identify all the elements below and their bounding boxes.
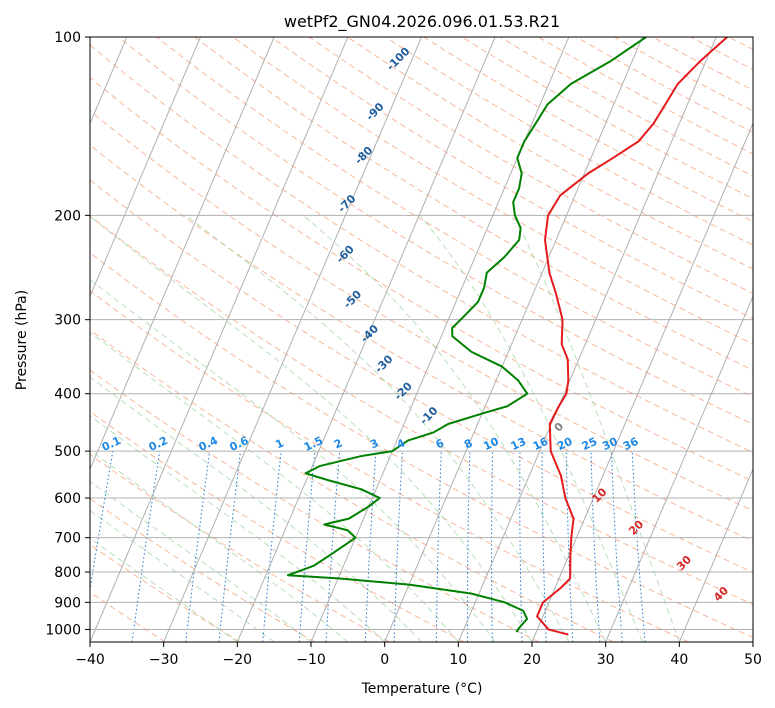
isotherm	[678, 467, 753, 642]
mixing-ratio-label: 20	[555, 435, 575, 453]
dry-adiabat	[90, 110, 753, 512]
dry-adiabat	[90, 453, 390, 642]
mixing-ratio-line	[185, 451, 211, 642]
dry-adiabat	[90, 44, 753, 453]
temperature-profile	[536, 37, 728, 636]
dry-adiabat	[90, 369, 540, 642]
dry-adiabat	[90, 144, 753, 542]
dewpoint-profile	[286, 37, 647, 633]
y-tick-label: 100	[54, 30, 81, 46]
x-tick-label: 40	[670, 652, 688, 668]
mixing-ratio-line	[262, 451, 282, 642]
x-tick-label: 20	[523, 652, 541, 668]
mixing-ratio-label: 25	[580, 435, 599, 453]
mixing-ratio-line	[298, 451, 316, 642]
mixing-ratio-label: 13	[509, 435, 528, 453]
dry-adiabat	[90, 498, 315, 642]
dry-adiabat	[90, 179, 753, 573]
mixing-ratio-line	[90, 451, 114, 593]
dry-adiabat	[90, 76, 753, 482]
isotherm	[90, 37, 275, 471]
x-axis-label: Temperature (°C)	[361, 681, 483, 697]
dry-adiabat	[194, 37, 753, 371]
moist-adiabat	[90, 481, 312, 642]
y-tick-label: 500	[54, 444, 81, 460]
y-tick-label: 1000	[45, 622, 81, 638]
mixing-ratio-line	[218, 451, 242, 642]
dry-adiabat	[90, 215, 753, 606]
y-tick-label: 200	[54, 208, 81, 224]
mixing-ratio-label: 36	[621, 435, 641, 453]
moist-adiabat	[90, 376, 422, 642]
x-tick-label: −10	[296, 652, 326, 668]
isotherm	[90, 37, 349, 642]
moist-adiabat	[419, 215, 643, 642]
isotherm	[384, 37, 643, 642]
x-tick-label: 30	[597, 652, 615, 668]
moist-adiabat	[513, 215, 680, 642]
x-tick-label: 10	[449, 652, 467, 668]
y-tick-label: 600	[54, 491, 81, 507]
moist-adiabat	[90, 510, 275, 642]
y-tick-label: 800	[54, 565, 81, 581]
chart-title: wetPf2_GN04.2026.096.01.53.R21	[284, 12, 560, 32]
plot-frame	[89, 36, 754, 643]
dry-adiabat	[232, 37, 753, 345]
dry-adiabat	[90, 252, 753, 639]
x-tick-label: −30	[149, 652, 179, 668]
x-tick-label: −20	[223, 652, 253, 668]
y-tick-label: 300	[54, 313, 81, 329]
y-tick-label: 400	[54, 387, 81, 403]
isotherm	[163, 37, 422, 642]
dry-adiabat	[90, 329, 614, 642]
mixing-ratio-label: 16	[531, 435, 551, 453]
moist-adiabat	[90, 415, 386, 642]
x-tick-label: 50	[744, 652, 762, 668]
isotherm	[90, 37, 201, 298]
sounding-series	[286, 37, 728, 636]
axis-ticks: −40 −30 −20 −10 0 10 20 30 40 50 100 200 300 400 500 60…	[45, 30, 762, 668]
mixing-ratio-label: 30	[600, 435, 620, 453]
isotherm	[531, 122, 753, 642]
y-axis-label: Pressure (hPa)	[14, 290, 30, 390]
x-tick-label: 0	[380, 652, 389, 668]
isotherm	[605, 295, 753, 642]
isotherm	[457, 37, 717, 642]
y-tick-label: 900	[54, 595, 81, 611]
isotherm	[236, 37, 496, 642]
x-tick-label: −40	[75, 652, 105, 668]
mixing-ratio-label: 10	[481, 435, 501, 453]
moist-adiabat	[90, 537, 238, 642]
y-tick-label: 700	[54, 531, 81, 547]
moist-adiabat	[302, 214, 607, 642]
